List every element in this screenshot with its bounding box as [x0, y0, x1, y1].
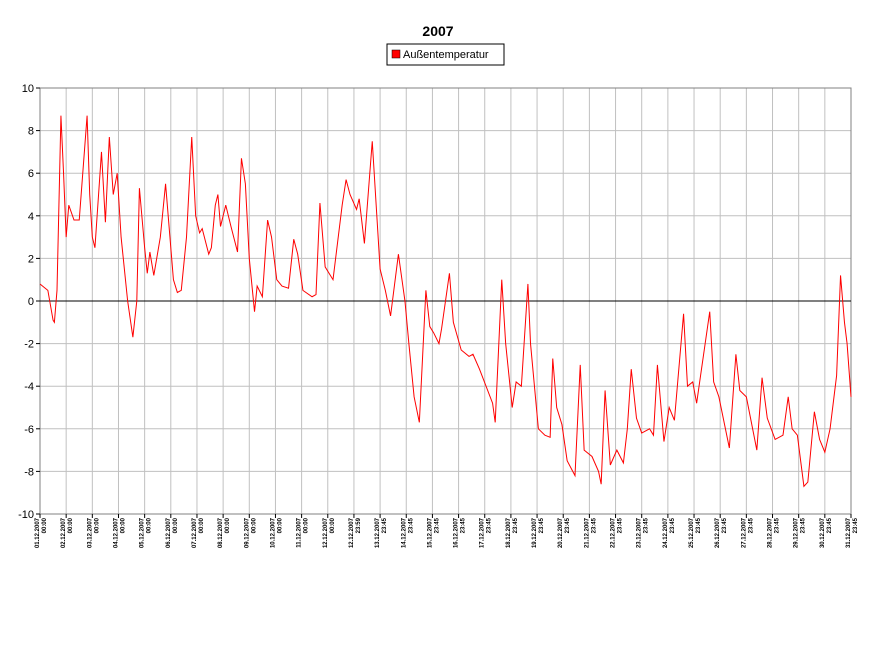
- y-tick-label: -6: [24, 424, 34, 436]
- x-tick-label: 23:45: [670, 517, 676, 533]
- x-tick-label: 06.12.2007: [166, 517, 172, 548]
- y-tick-label: -10: [18, 509, 34, 521]
- x-tick-label: 23:45: [801, 517, 807, 533]
- y-tick-label: 0: [28, 296, 34, 308]
- x-tick-label: 00:00: [120, 517, 126, 533]
- x-tick-label: 00:00: [173, 517, 179, 533]
- x-tick-label: 23:45: [461, 517, 467, 533]
- x-tick-label: 28.12.2007: [768, 517, 774, 548]
- x-tick-label: 00:00: [199, 517, 205, 533]
- x-tick-label: 10.12.2007: [270, 517, 276, 548]
- legend-swatch: [391, 49, 401, 59]
- x-tick-label: 29.12.2007: [794, 517, 800, 548]
- x-tick-label: 17.12.2007: [480, 517, 486, 548]
- x-tick-label: 21.12.2007: [584, 517, 590, 548]
- y-tick-label: 8: [28, 126, 34, 138]
- legend-label: Außentemperatur: [403, 49, 489, 61]
- x-tick-label: 12.12.2007: [349, 517, 355, 548]
- x-tick-label: 26.12.2007: [715, 517, 721, 548]
- x-tick-label: 11.12.2007: [297, 517, 303, 547]
- x-tick-label: 23:45: [775, 517, 781, 533]
- x-tick-label: 23:45: [618, 517, 624, 533]
- x-tick-label: 12.12.2007: [323, 517, 329, 548]
- x-tick-label: 00:00: [330, 517, 336, 533]
- x-tick-label: 27.12.2007: [741, 517, 747, 548]
- x-tick-label: 23.12.2007: [637, 517, 643, 548]
- x-tick-label: 23:45: [722, 517, 728, 533]
- x-tick-label: 09.12.2007: [244, 517, 250, 548]
- y-tick-label: -2: [24, 339, 34, 351]
- y-tick-label: -4: [24, 381, 34, 393]
- x-tick-label: 22.12.2007: [611, 517, 617, 548]
- x-tick-label: 25.12.2007: [689, 517, 695, 548]
- y-tick-label: 2: [28, 253, 34, 265]
- x-tick-label: 30.12.2007: [820, 517, 826, 548]
- x-tick-label: 00:00: [94, 517, 100, 533]
- x-tick-label: 18.12.2007: [506, 517, 512, 548]
- x-tick-label: 23:45: [487, 517, 493, 533]
- x-tick-label: 05.12.2007: [140, 517, 146, 548]
- x-tick-label: 16.12.2007: [454, 517, 460, 548]
- x-tick-label: 23:45: [408, 517, 414, 533]
- x-tick-label: 23:45: [696, 517, 702, 533]
- x-tick-label: 23:45: [565, 517, 571, 533]
- y-tick-label: 6: [28, 168, 34, 180]
- x-tick-label: 31.12.2007: [846, 517, 852, 548]
- x-tick-label: 19.12.2007: [532, 517, 538, 548]
- x-tick-label: 23:45: [644, 517, 650, 533]
- x-tick-label: 13.12.2007: [375, 517, 381, 548]
- x-tick-label: 23:45: [513, 517, 519, 533]
- line: [39, 115, 852, 488]
- x-tick-label: 14.12.2007: [401, 517, 407, 548]
- x-tick-label: 00:00: [42, 517, 48, 533]
- legend-box: [386, 43, 505, 66]
- x-tick-label: 02.12.2007: [61, 517, 67, 548]
- x-tick-label: 23:45: [591, 517, 597, 533]
- x-tick-label: 23:45: [539, 517, 545, 533]
- x-tick-label: 03.12.2007: [87, 517, 93, 548]
- x-tick-label: 23:45: [748, 517, 754, 533]
- x-tick-label: 01.12.2007: [35, 517, 41, 548]
- x-tick-label: 24.12.2007: [663, 517, 669, 548]
- x-tick-label: 04.12.2007: [113, 517, 119, 548]
- x-tick-label: 00:00: [68, 517, 74, 533]
- x-tick-label: 00:00: [251, 517, 257, 533]
- x-tick-label: 08.12.2007: [218, 517, 224, 548]
- x-tick-label: 23:45: [434, 517, 440, 533]
- y-tick-label: -8: [24, 466, 34, 478]
- x-tick-label: 15.12.2007: [427, 517, 433, 548]
- x-tick-label: 07.12.2007: [192, 517, 198, 548]
- y-tick-label: 10: [22, 83, 34, 95]
- x-tick-label: 00:00: [225, 517, 231, 533]
- y-tick-label: 4: [28, 211, 34, 223]
- x-tick-label: 20.12.2007: [558, 517, 564, 548]
- x-tick-label: 23:45: [853, 517, 859, 533]
- x-tick-label: 00:00: [147, 517, 153, 533]
- chart-title: 2007: [422, 23, 453, 39]
- x-tick-label: 23:59: [356, 517, 362, 533]
- x-tick-label: 23:45: [382, 517, 388, 533]
- x-tick-label: 23:45: [827, 517, 833, 533]
- x-tick-label: 00:00: [304, 517, 310, 533]
- x-tick-label: 00:00: [277, 517, 283, 533]
